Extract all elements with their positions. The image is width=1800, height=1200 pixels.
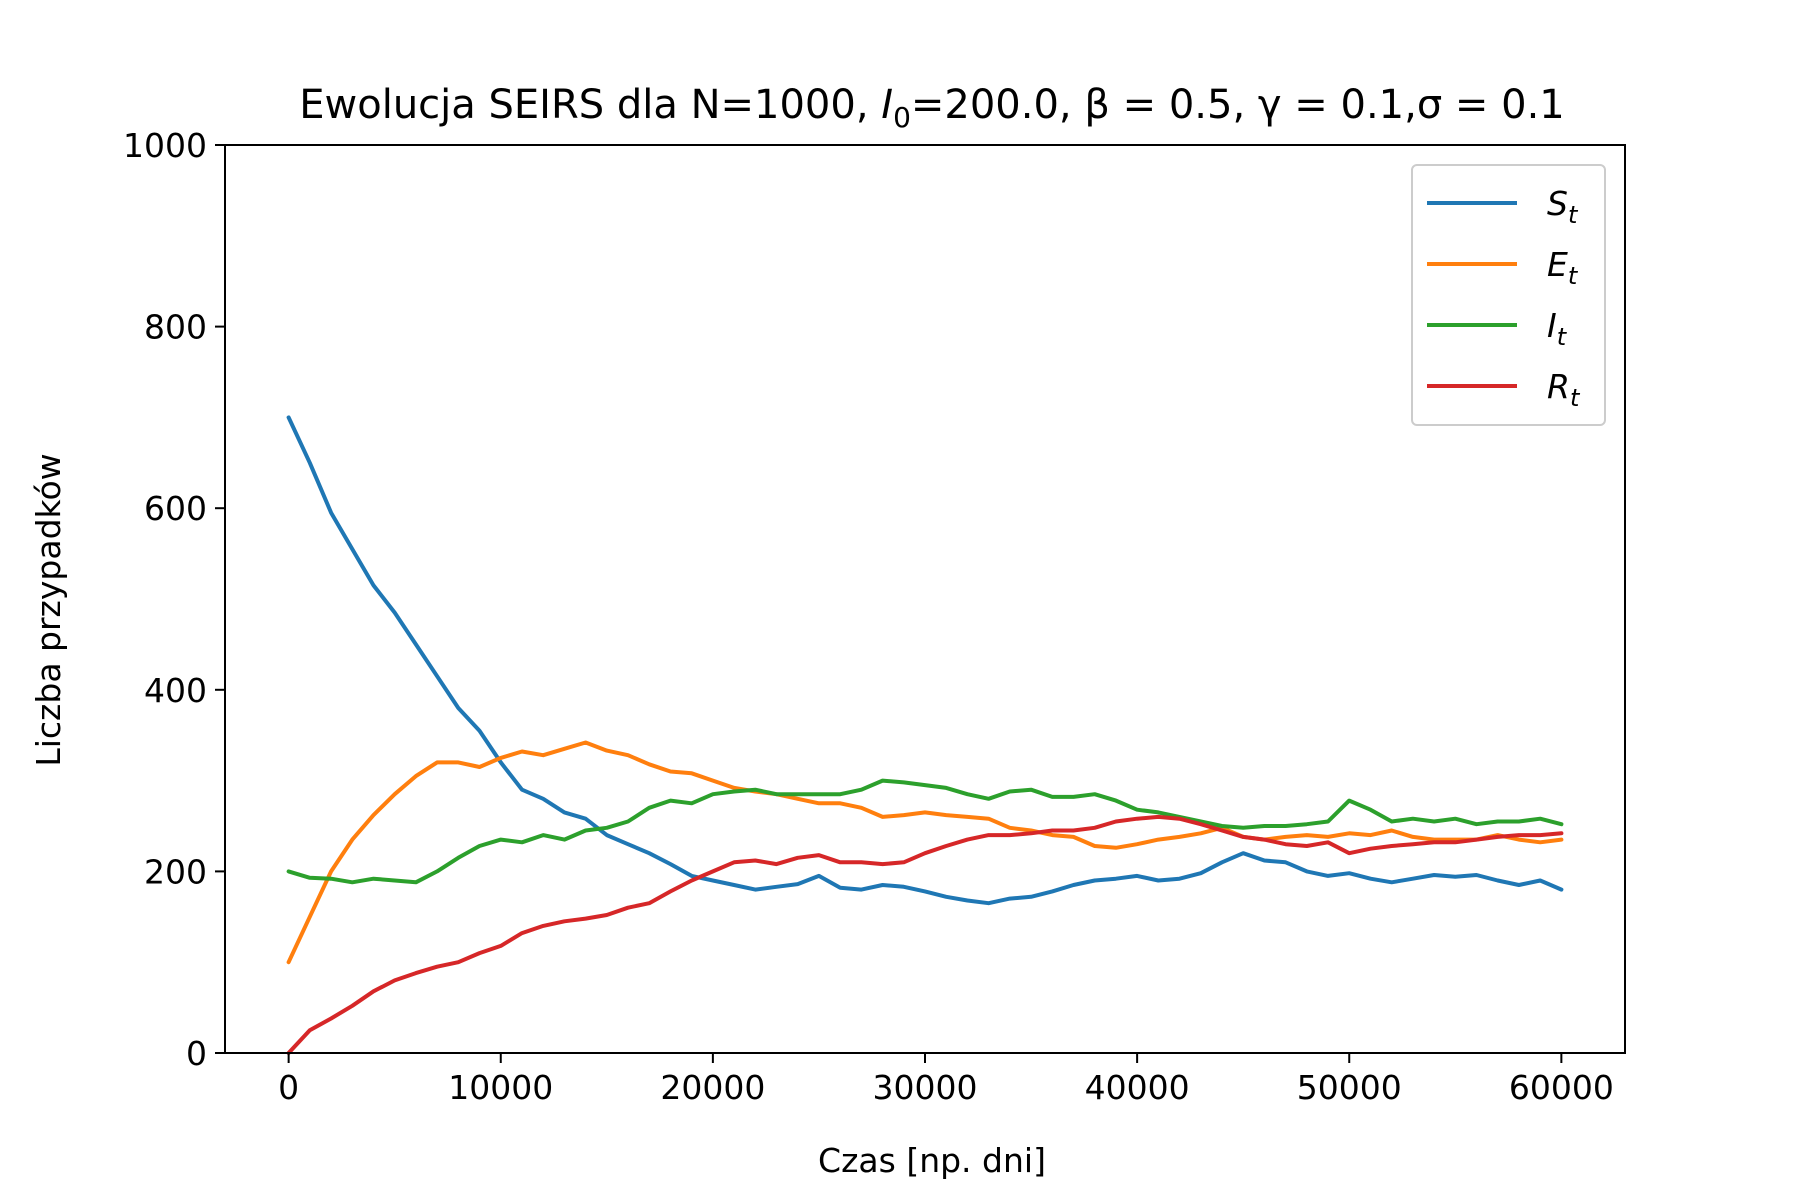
x-tick-label: 30000 (873, 1068, 978, 1107)
legend-label-r: Rt (1547, 367, 1581, 412)
legend-label-e: Et (1547, 245, 1579, 290)
y-axis-label: Liczba przypadków (29, 453, 68, 766)
y-tick-label: 800 (144, 308, 207, 347)
axes-layer: 0 10000 20000 30000 40000 50000 60000 0 200 400 60… (123, 126, 1626, 1107)
y-tick-label: 600 (144, 489, 207, 528)
x-tick-label: 50000 (1297, 1068, 1402, 1107)
x-tick-label: 60000 (1509, 1068, 1614, 1107)
legend: St Et It Rt (1411, 164, 1606, 426)
x-tick-label: 40000 (1085, 1068, 1190, 1107)
series-line-r (286, 814, 1564, 1055)
y-tick-label: 200 (144, 852, 207, 891)
series-line-e (286, 740, 1564, 965)
y-tick-label: 400 (144, 671, 207, 710)
y-tick-label: 1000 (123, 126, 207, 165)
x-axis-label: Czas [np. dni] (818, 1141, 1046, 1180)
legend-label-s: St (1547, 184, 1579, 229)
chart-title: Ewolucja SEIRS dla N=1000, I0=200.0, β =… (299, 82, 1565, 134)
y-tick-label: 0 (186, 1034, 207, 1073)
series-layer (286, 415, 1564, 1055)
x-tick-label: 20000 (660, 1068, 765, 1107)
x-tick-label: 10000 (448, 1068, 553, 1107)
legend-label-i: It (1547, 306, 1568, 351)
x-tick-label: 0 (278, 1068, 299, 1107)
legend-box (1411, 164, 1606, 426)
series-line-s (286, 415, 1564, 906)
series-line-i (286, 778, 1564, 885)
